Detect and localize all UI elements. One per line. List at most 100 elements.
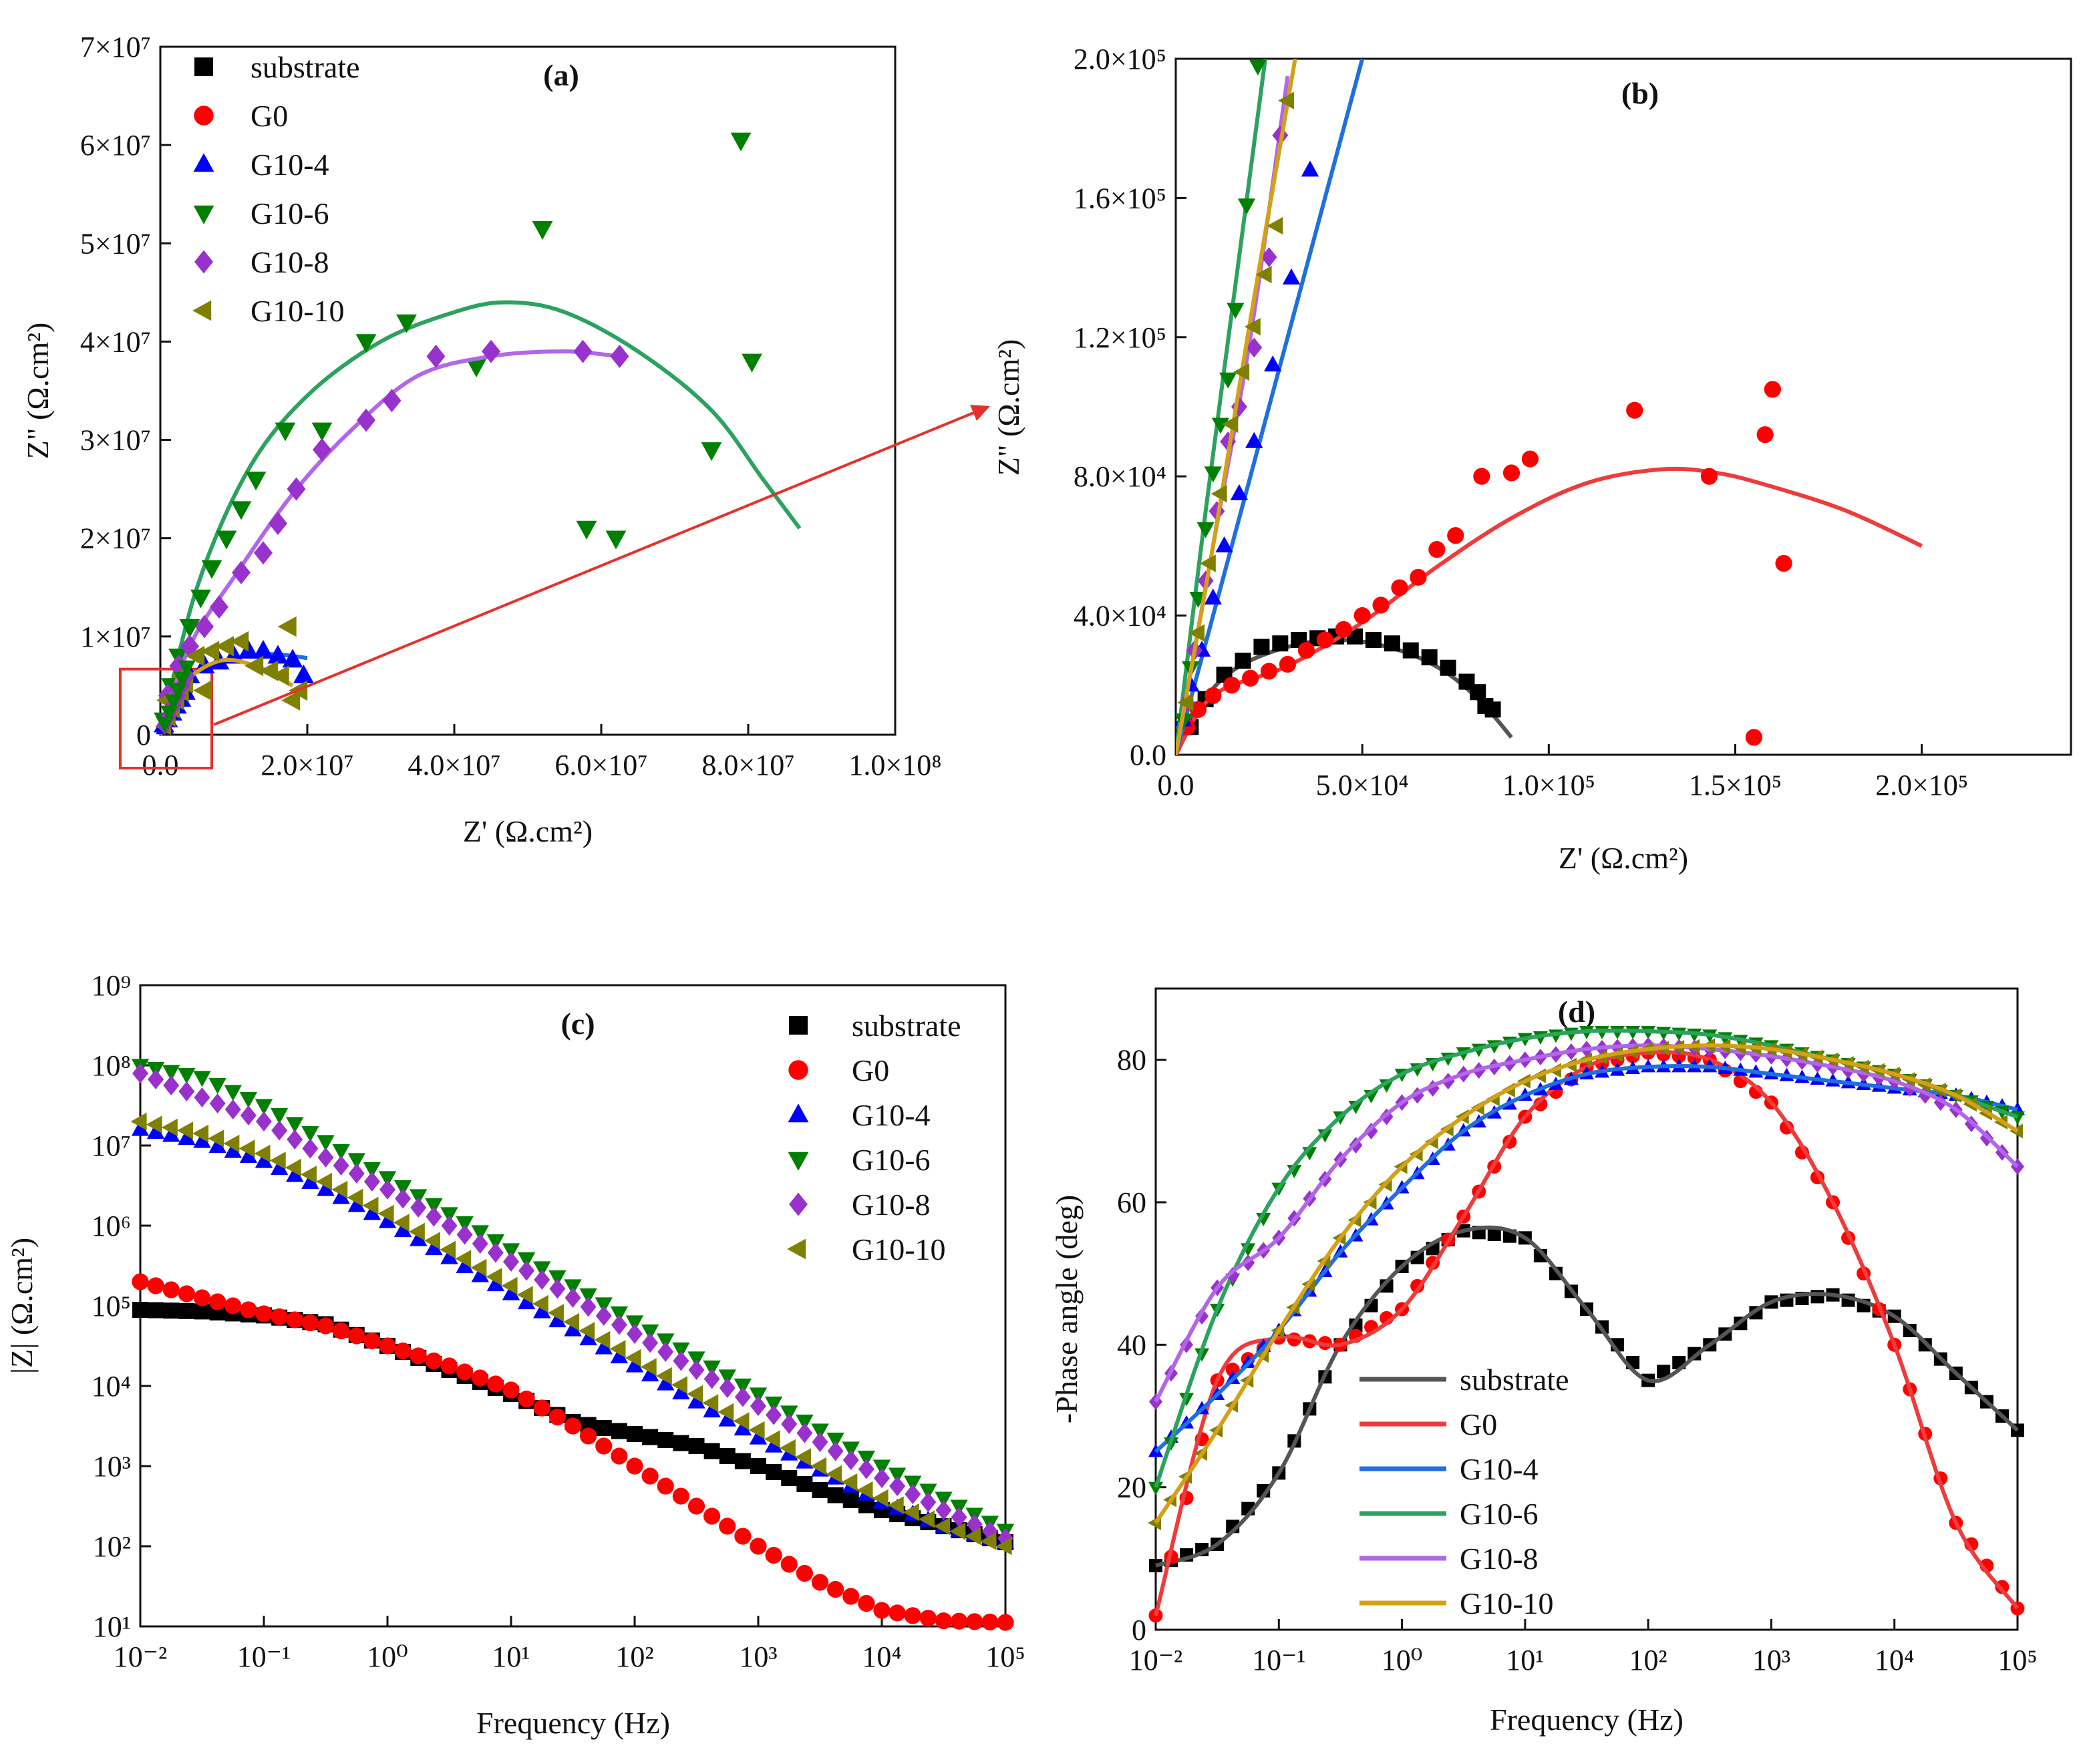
panel-b-point-G0	[1626, 401, 1643, 419]
panel-d-x-tick-label: 10⁻²	[1129, 1644, 1182, 1677]
panel-a-legend-marker-G10-8	[194, 250, 213, 274]
panel-c-point-G0	[533, 1399, 550, 1417]
panel-c-point-G10-10	[733, 1412, 750, 1430]
panel-a-point-G10-8	[426, 345, 446, 368]
panel-b-point-G10-10	[1267, 216, 1283, 235]
panel-b-point-G10-10	[1278, 92, 1295, 110]
panel-c-point-G0	[842, 1588, 860, 1605]
panel-c-point-substrate	[842, 1492, 859, 1508]
panel-c-legend: substrate G0 G10-4 G10-6 G10-8 G10-10	[787, 1009, 961, 1266]
panel-a-y-tick-label: 3×10⁷	[80, 424, 151, 457]
panel-c-point-G10-4	[286, 1166, 304, 1182]
panel-c-point-G10-6	[301, 1125, 319, 1142]
panel-d-y-tick-label: 0	[1132, 1614, 1146, 1646]
panel-b-point-G10-6	[1204, 466, 1223, 483]
panel-c-point-G10-8	[287, 1129, 303, 1150]
panel-a-y-tick-label: 6×10⁷	[80, 129, 151, 162]
panel-c-point-G10-8	[224, 1099, 241, 1119]
panel-a-point-G10-6	[275, 422, 296, 442]
panel-d-axes: 10⁻² 10⁻¹ 10⁰ 10¹ 10² 10³ 10⁴ 10⁵ 0 20 40 60 80	[1117, 1044, 2038, 1677]
panel-c-point-substrate	[611, 1423, 627, 1439]
panel-c-point-G0	[502, 1381, 520, 1399]
panel-d-fit-line-G10-6	[1154, 1028, 2018, 1488]
panel-c-point-G0	[580, 1427, 597, 1445]
panel-c-point-G10-8	[240, 1105, 257, 1125]
panel-b-point-substrate	[1470, 684, 1486, 701]
panel-a-y-tick-label: 5×10⁷	[80, 227, 151, 260]
panel-c-point-G10-6	[796, 1414, 814, 1431]
panel-a-point-G10-8	[482, 339, 500, 363]
panel-c-point-G10-6	[919, 1483, 937, 1500]
panel-b-point-G0	[1775, 554, 1792, 572]
panel-c-point-G10-6	[625, 1315, 644, 1332]
panel-c-point-G0	[827, 1580, 844, 1598]
panel-a-y-tick-label: 2×10⁷	[80, 522, 151, 555]
panel-d-point-G10-6	[1148, 1481, 1163, 1495]
panel-c-point-G10-4	[239, 1147, 258, 1164]
panel-c-point-G0	[611, 1447, 628, 1465]
panel-a-point-G10-6	[742, 353, 762, 373]
panel-c-point-G10-6	[564, 1279, 582, 1296]
panel-c-point-substrate	[642, 1429, 659, 1445]
panel-c-point-G10-8	[611, 1314, 627, 1335]
panel-c-point-G10-6	[579, 1288, 597, 1304]
panel-a-x-tick-label: 1.0×10⁸	[848, 749, 941, 781]
panel-b-point-G0	[1447, 527, 1464, 544]
panel-c-point-G0	[363, 1332, 381, 1350]
panel-c-point-G10-8	[410, 1198, 427, 1218]
panel-a-point-G10-6	[396, 314, 417, 333]
panel-c-point-G10-10	[717, 1403, 734, 1421]
panel-c-point-G0	[240, 1301, 257, 1318]
panel-b-label: (b)	[1621, 76, 1659, 110]
panel-b-y-tick-label: 4.0×10⁴	[1074, 600, 1166, 633]
panel-c-point-G10-8	[842, 1450, 859, 1470]
panel-c-point-G0	[997, 1614, 1014, 1631]
panel-b-point-G10-4	[1215, 536, 1233, 552]
panel-c-point-G0	[703, 1508, 721, 1525]
panel-c-point-G10-10	[269, 1152, 286, 1170]
panel-d-legend-label: G10-4	[1460, 1452, 1539, 1486]
panel-c-y-tick-label: 10⁹	[92, 969, 131, 1002]
panel-c-legend-marker-G0	[788, 1060, 808, 1080]
panel-c-point-G10-6	[270, 1107, 289, 1124]
panel-d-bode-phase: (d) 10⁻² 10⁻¹ 10⁰ 10¹ 10² 10³ 10⁴ 10⁵020406080 …	[1050, 987, 2038, 1737]
panel-d-legend-label: G0	[1460, 1407, 1497, 1441]
panel-c-point-G10-6	[486, 1234, 505, 1250]
panel-c-point-G10-8	[194, 1087, 210, 1107]
panel-b-point-G0	[1700, 468, 1718, 485]
panel-c-point-G10-8	[673, 1351, 689, 1371]
panel-c-point-G10-8	[534, 1270, 550, 1290]
panel-c-x-tick-label: 10⁵	[985, 1640, 1025, 1673]
panel-c-point-G0	[440, 1357, 458, 1375]
panel-b-point-substrate	[1253, 639, 1270, 655]
panel-b-point-G10-6	[1227, 303, 1245, 319]
panel-b-point-G0	[1223, 677, 1241, 694]
panel-a-point-G10-6	[355, 334, 377, 353]
panel-d-fit-line-G10-10	[1154, 1043, 2019, 1524]
panel-c-point-G10-6	[826, 1432, 844, 1449]
panel-b-fit-line-G0	[1176, 466, 1923, 755]
panel-c-point-G10-4	[393, 1221, 412, 1238]
panel-c-point-substrate	[734, 1453, 751, 1469]
panel-c-point-G10-6	[178, 1067, 196, 1084]
panel-c-point-G10-6	[734, 1378, 752, 1395]
panel-a-legend-marker-G10-6	[193, 205, 214, 224]
panel-b-point-G0	[1410, 568, 1427, 586]
panel-c-point-G10-6	[224, 1085, 242, 1101]
panel-a-point-G10-8	[610, 345, 629, 368]
panel-c-point-G10-6	[687, 1351, 705, 1368]
panel-a-point-G10-6	[701, 442, 722, 462]
panel-c-point-substrate	[178, 1302, 195, 1319]
panel-b-x-tick-label: 2.0×10⁵	[1875, 769, 1968, 802]
panel-a-axes: 0.0 2.0×10⁷ 4.0×10⁷ 6.0×10⁷ 8.0×10⁷ 1.0×10⁸ 0 1…	[80, 31, 942, 781]
panel-c-point-G10-6	[286, 1117, 304, 1133]
panel-b-y-tick-label: 1.2×10⁵	[1074, 321, 1166, 354]
panel-c-point-G10-4	[595, 1338, 613, 1355]
panel-c-point-G10-6	[857, 1450, 876, 1467]
panel-c-point-G10-4	[564, 1320, 582, 1337]
panel-c-point-G10-6	[641, 1324, 659, 1341]
panel-b-point-G10-10	[1244, 317, 1261, 336]
panel-c-point-G10-10	[547, 1304, 564, 1322]
panel-c-point-G10-10	[285, 1158, 301, 1177]
